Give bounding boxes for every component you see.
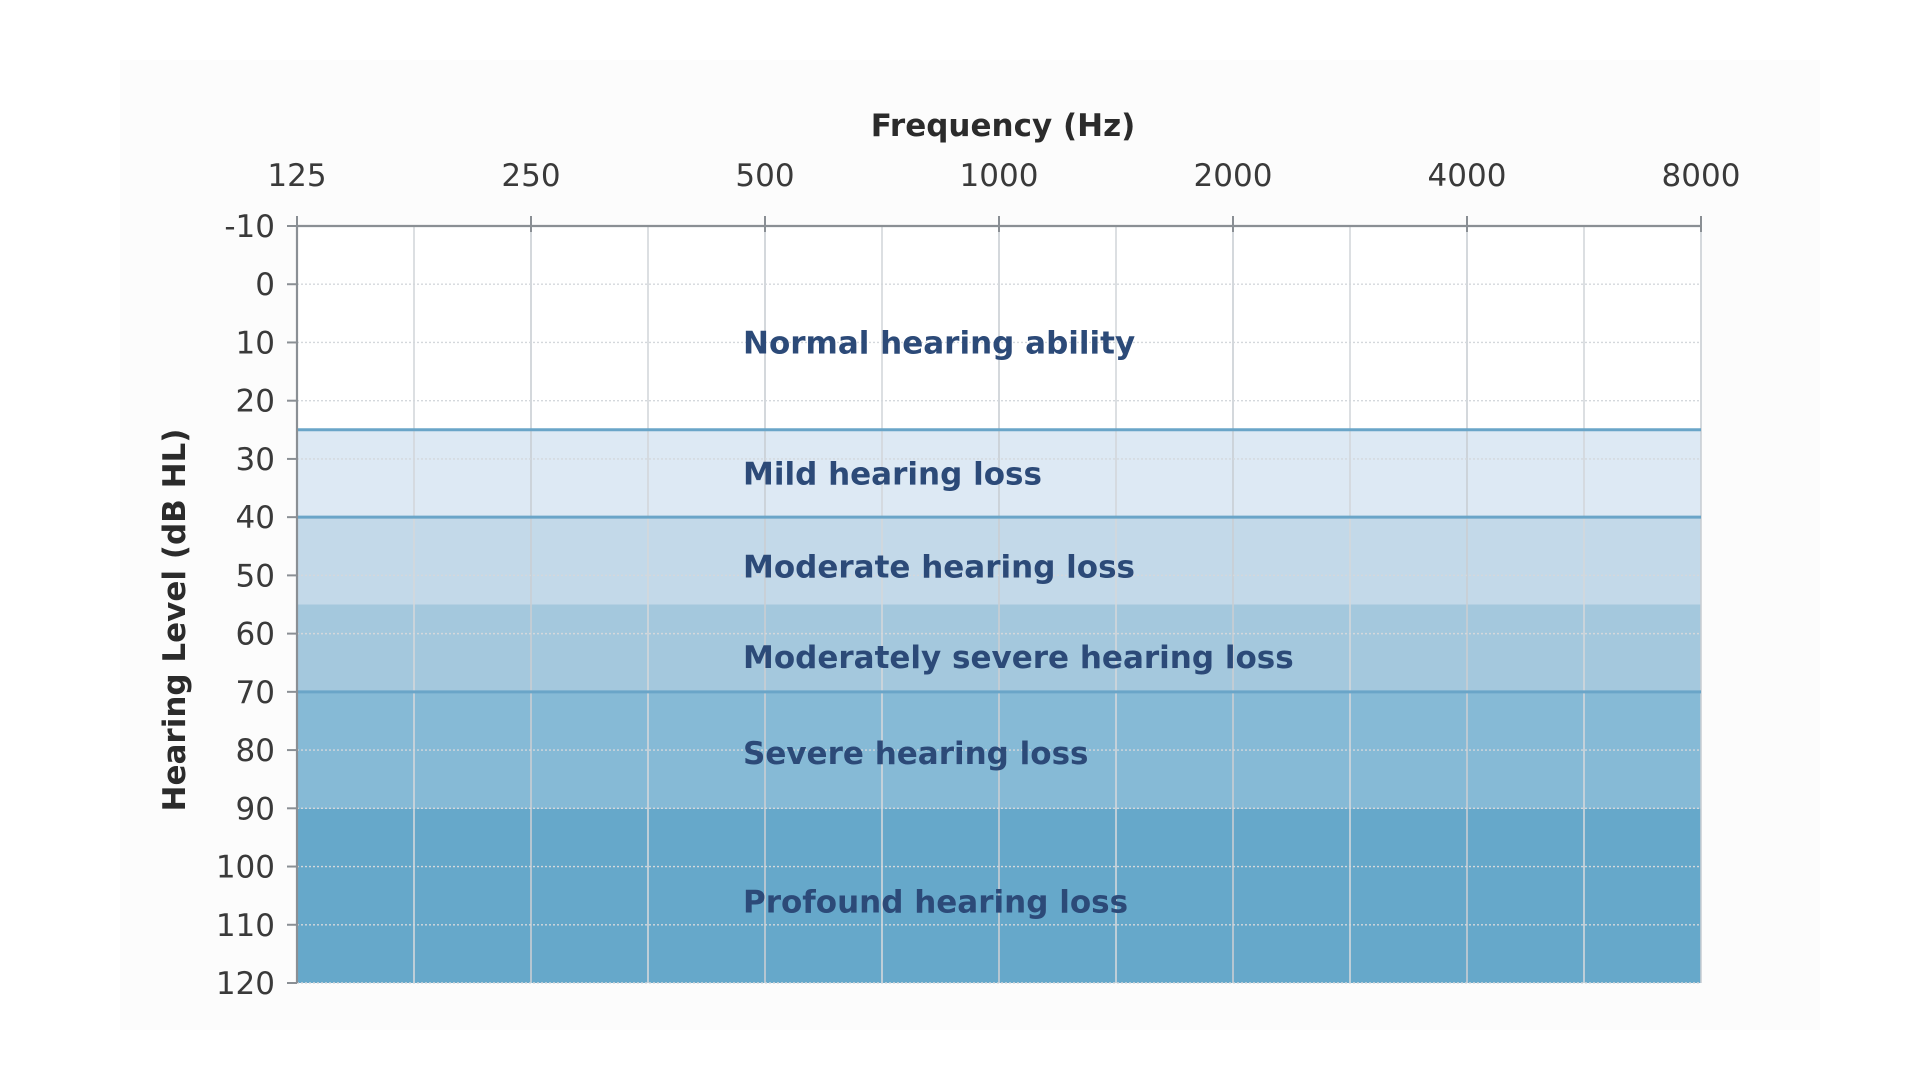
x-tick-label: 500 [735,158,794,194]
y-tick-label: 60 [236,617,275,653]
y-tick-label: 20 [236,384,275,420]
y-tick-label: 80 [236,733,275,769]
x-tick-label: 2000 [1194,158,1273,194]
grid-layer [296,225,1702,984]
x-tick-label: 125 [267,158,326,194]
x-tick-label: 250 [501,158,560,194]
label-layer: Normal hearing ability Mild hearing loss M… [743,325,1294,920]
x-tick-label: 1000 [960,158,1039,194]
y-tick-label: 100 [216,850,275,886]
band-label-severe-hearing-loss: Severe hearing loss [743,736,1089,772]
y-tick-label: -10 [224,209,275,245]
boundary-layer [297,428,1701,694]
x-axis-title: Frequency (Hz) [871,108,1136,144]
y-tick-label: 40 [236,500,275,536]
y-tick-label: 110 [216,908,275,944]
band-label-mild-hearing-loss: Mild hearing loss [743,456,1042,492]
band-label-moderate-hearing-loss: Moderate hearing loss [743,550,1135,586]
x-tick-label: 4000 [1428,158,1507,194]
y-tick-label: 120 [216,966,275,1002]
y-tick-label: 70 [236,675,275,711]
x-tick-label: 8000 [1662,158,1741,194]
y-tick-label: 90 [236,791,275,827]
band-label-normal-hearing-ability: Normal hearing ability [743,325,1135,361]
y-tick-label: 10 [236,325,275,361]
band-label-moderately-severe-hearing-loss: Moderately severe hearing loss [743,640,1294,676]
y-axis-title: Hearing Level (dB HL) [157,429,193,812]
axis-layer: 125 250 500 1000 2000 4000 8000 -10 0 10 20 30 40 50 6… [216,158,1741,1002]
y-tick-label: 50 [236,558,275,594]
y-tick-label: 30 [236,442,275,478]
band-label-profound-hearing-loss: Profound hearing loss [743,884,1128,920]
y-tick-label: 0 [255,267,275,303]
